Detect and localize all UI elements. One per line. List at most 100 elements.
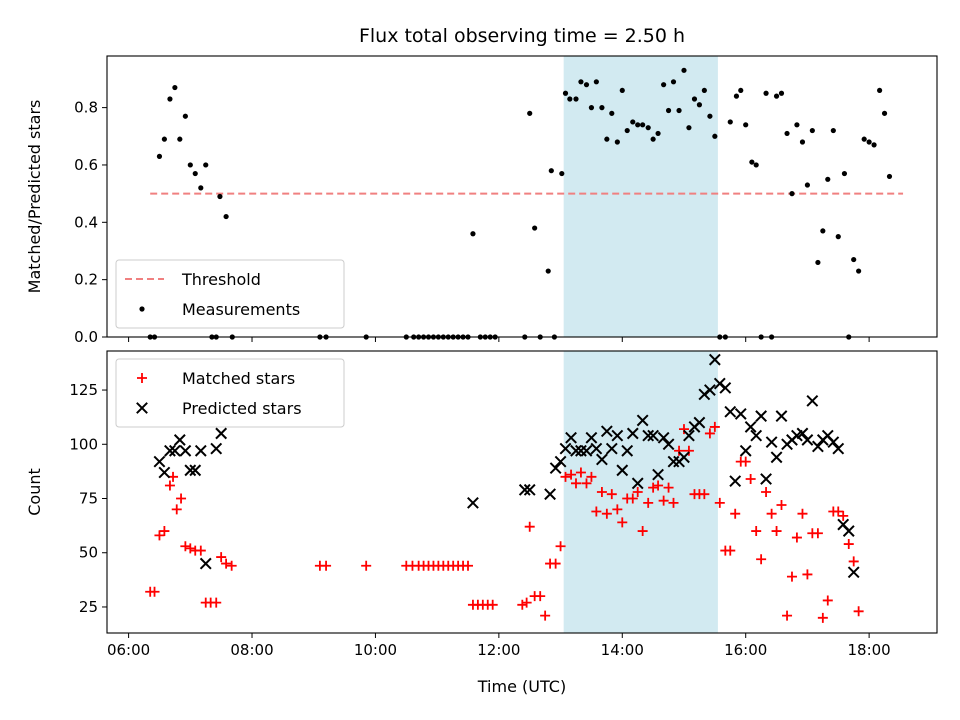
plot-frame [106, 350, 938, 634]
chart-title: Flux total observing time = 2.50 h [359, 25, 685, 47]
y-tick-label: 0.8 [74, 99, 98, 117]
data-point [606, 489, 617, 500]
data-point [156, 153, 163, 159]
x-tick-label: 08:00 [230, 641, 273, 659]
legend-box [115, 259, 345, 329]
data-point [627, 493, 638, 504]
data-point [153, 455, 166, 468]
count-panel: 25 50 75 100 125 06:00 08:00 10:00 12:00 14:00 16:… [25, 350, 938, 659]
data-point [802, 569, 813, 580]
data-point [161, 136, 167, 142]
data-point [637, 526, 648, 537]
data-point [321, 560, 332, 571]
data-point [725, 545, 736, 556]
data-point [655, 130, 661, 137]
data-point [470, 231, 476, 237]
data-point [784, 130, 790, 137]
data-point [648, 482, 659, 493]
data-point [171, 504, 182, 515]
data-point [518, 483, 531, 496]
legend-box [115, 358, 345, 428]
data-point [755, 410, 768, 422]
data-point [794, 122, 800, 128]
data-point [548, 168, 554, 174]
data-point [827, 436, 840, 449]
data-point [650, 136, 656, 142]
data-point [696, 102, 703, 108]
data-point [719, 381, 732, 394]
data-point [674, 445, 685, 456]
data-point [554, 455, 567, 468]
legend: Threshold Measurements [115, 259, 345, 329]
data-point [730, 508, 741, 519]
data-point [630, 119, 636, 125]
data-point [217, 193, 223, 200]
data-point [226, 560, 237, 571]
data-point [570, 478, 581, 489]
data-point [775, 410, 788, 422]
data-point [521, 597, 532, 608]
data-point [640, 122, 646, 128]
data-point [180, 541, 191, 552]
data-point [699, 489, 710, 500]
data-point [809, 127, 815, 134]
data-point [833, 506, 844, 517]
data-point [559, 442, 572, 455]
data-point [575, 467, 586, 478]
y-tick-label: 125 [69, 381, 98, 399]
data-point [668, 497, 679, 508]
data-point [739, 444, 752, 457]
data-point [686, 125, 692, 131]
data-point [164, 480, 175, 491]
data-point [173, 434, 186, 446]
data-point [847, 566, 860, 579]
legend-label: Predicted stars [182, 399, 302, 418]
data-point [636, 414, 649, 427]
x-tick-label: 18:00 [848, 641, 891, 659]
data-point [216, 552, 227, 563]
data-point [463, 560, 474, 571]
data-point [540, 610, 551, 621]
data-point [797, 508, 808, 519]
data-point [751, 526, 762, 537]
data-point [184, 464, 197, 477]
data-point [704, 428, 715, 439]
y-axis-label: Count [25, 468, 44, 516]
data-point [619, 87, 625, 94]
data-point [189, 464, 202, 477]
data-point [601, 508, 612, 519]
data-point [223, 213, 229, 220]
data-point [851, 256, 857, 263]
data-point [544, 488, 556, 501]
data-point [703, 384, 716, 396]
data-point [806, 394, 819, 407]
legend: Matched stars Predicted stars [115, 358, 345, 428]
data-point [591, 506, 602, 517]
data-point [611, 429, 624, 442]
data-point [714, 497, 725, 508]
data-point [830, 127, 836, 134]
data-point [693, 416, 706, 429]
data-point [565, 431, 577, 444]
x-tick-label: 16:00 [724, 641, 767, 659]
x-axis-label: Time (UTC) [477, 677, 566, 696]
data-point [853, 606, 864, 617]
data-point [614, 139, 620, 145]
data-point [812, 528, 823, 539]
data-point [776, 500, 787, 511]
data-point [149, 586, 160, 597]
data-point [168, 444, 181, 457]
data-point [567, 96, 573, 102]
data-point [624, 127, 630, 134]
data-point [361, 560, 372, 571]
data-point [631, 477, 644, 490]
data-point [198, 185, 204, 191]
data-point [578, 79, 584, 85]
data-point [560, 471, 571, 482]
data-point [804, 182, 811, 188]
x-tick-label: 06:00 [107, 641, 150, 659]
data-point [593, 79, 599, 85]
data-point [763, 90, 769, 96]
data-point [662, 438, 675, 451]
